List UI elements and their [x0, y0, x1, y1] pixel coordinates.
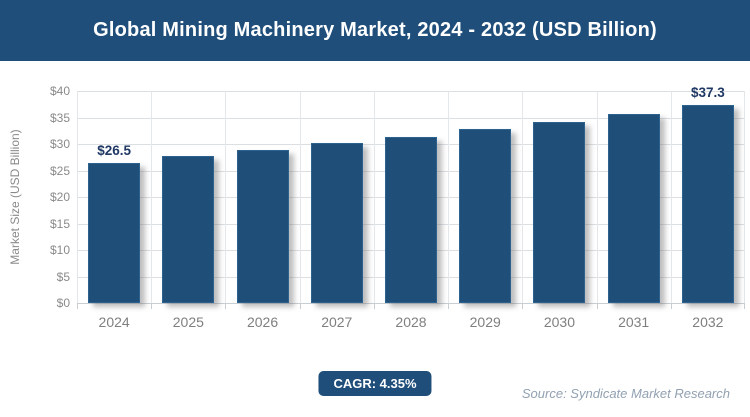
bar: [459, 129, 512, 303]
x-tick-label: 2032: [692, 314, 724, 330]
x-axis-tick: [744, 304, 745, 309]
x-axis-tick: [596, 304, 598, 309]
y-tick-label: $35: [49, 110, 70, 125]
y-tick-label: $5: [56, 269, 70, 284]
gridline-vertical: [299, 91, 301, 303]
gridline-vertical: [151, 91, 153, 303]
x-axis-tick: [373, 304, 375, 309]
gridline-vertical: [448, 91, 450, 303]
x-axis-tick: [77, 304, 78, 309]
plot-area: $26.5 2024 2025 2026 2027 2028 2029 2030 2031 $37…: [77, 85, 745, 330]
gridline-vertical: [744, 91, 745, 303]
cagr-badge: CAGR: 4.35%: [318, 371, 432, 396]
x-axis-tick: [448, 304, 450, 309]
x-tick-label: 2031: [618, 314, 650, 330]
x-tick-label: 2028: [395, 314, 427, 330]
gridline-vertical: [522, 91, 524, 303]
chart-title-bar: Global Mining Machinery Market, 2024 - 2…: [0, 0, 750, 61]
bar: [310, 143, 363, 303]
y-tick-label: $10: [49, 243, 70, 257]
x-tick-label: 2029: [469, 314, 501, 330]
bar-value-label: $26.5: [97, 142, 132, 158]
x-axis-tick: [299, 304, 301, 309]
x-tick-label: 2024: [98, 314, 130, 330]
x-axis-tick: [225, 304, 227, 309]
gridline-horizontal: [77, 117, 745, 119]
x-axis-tick: [522, 304, 524, 309]
x-tick-label: 2025: [172, 314, 204, 330]
y-tick-label: $25: [49, 163, 70, 178]
y-tick-label: $0: [56, 296, 70, 310]
bar: [681, 105, 734, 303]
y-tick-label: $30: [49, 137, 70, 151]
y-axis-tick-labels: $0 $5 $10 $15 $20 $25 $30 $35 $40: [0, 84, 70, 310]
x-axis-tick: [670, 304, 672, 309]
bar: [385, 136, 437, 303]
x-tick-label: 2026: [246, 314, 279, 330]
bar: [162, 156, 215, 303]
gridline-vertical: [77, 91, 78, 303]
x-tick-label: 2027: [321, 314, 353, 330]
gridline-vertical: [373, 91, 375, 303]
gridline-horizontal: [77, 91, 745, 92]
x-axis-tick: [151, 304, 153, 309]
gridline-vertical: [596, 91, 598, 303]
chart-title: Global Mining Machinery Market, 2024 - 2…: [93, 19, 657, 41]
gridline-vertical: [670, 91, 672, 303]
source-text: Source: Syndicate Market Research: [521, 386, 730, 401]
y-tick-label: $20: [49, 190, 70, 204]
y-tick-label: $40: [49, 84, 70, 98]
y-tick-label: $15: [49, 216, 70, 231]
bar: [607, 113, 660, 303]
bar-value-label: $37.3: [690, 85, 725, 101]
bar: [533, 121, 586, 303]
bar: [236, 150, 289, 303]
gridline-vertical: [225, 91, 227, 303]
bar: [88, 162, 141, 303]
x-tick-label: 2030: [543, 314, 576, 330]
